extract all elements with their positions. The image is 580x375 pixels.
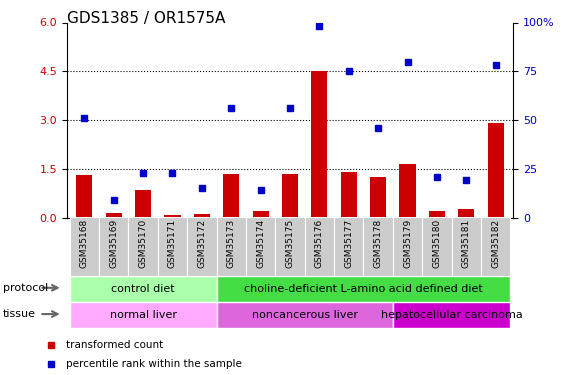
Text: GSM35176: GSM35176	[315, 219, 324, 268]
Bar	[99, 217, 128, 276]
Bar	[276, 217, 304, 276]
Text: GSM35172: GSM35172	[197, 219, 206, 268]
Bar	[304, 217, 334, 276]
Text: GSM35175: GSM35175	[285, 219, 295, 268]
Text: GSM35180: GSM35180	[433, 219, 441, 268]
Bar	[70, 302, 216, 328]
Text: GSM35178: GSM35178	[374, 219, 383, 268]
Bar	[164, 215, 180, 217]
Bar	[429, 211, 445, 217]
Bar	[393, 217, 422, 276]
Bar	[422, 217, 452, 276]
Bar	[216, 217, 246, 276]
Text: GSM35182: GSM35182	[491, 219, 500, 268]
Text: GSM35181: GSM35181	[462, 219, 471, 268]
Bar	[393, 302, 510, 328]
Bar	[364, 217, 393, 276]
Text: normal liver: normal liver	[110, 310, 176, 320]
Bar	[311, 71, 328, 217]
Bar	[216, 276, 510, 302]
Text: transformed count: transformed count	[66, 340, 164, 350]
Text: GSM35174: GSM35174	[256, 219, 265, 268]
Bar	[223, 174, 240, 217]
Bar	[340, 172, 357, 217]
Bar	[135, 190, 151, 217]
Bar	[246, 217, 276, 276]
Bar	[76, 175, 92, 217]
Text: GSM35168: GSM35168	[80, 219, 89, 268]
Text: choline-deficient L-amino acid defined diet: choline-deficient L-amino acid defined d…	[244, 284, 483, 294]
Bar	[70, 217, 99, 276]
Text: GSM35170: GSM35170	[139, 219, 147, 268]
Bar	[400, 164, 416, 218]
Bar	[458, 209, 474, 218]
Text: GDS1385 / OR1575A: GDS1385 / OR1575A	[67, 11, 225, 26]
Text: GSM35177: GSM35177	[345, 219, 353, 268]
Bar	[282, 174, 298, 217]
Text: GSM35169: GSM35169	[109, 219, 118, 268]
Bar	[488, 123, 504, 218]
Bar	[70, 276, 216, 302]
Bar	[370, 177, 386, 218]
Bar	[334, 217, 364, 276]
Text: percentile rank within the sample: percentile rank within the sample	[66, 359, 242, 369]
Bar	[194, 214, 210, 217]
Bar	[158, 217, 187, 276]
Text: tissue: tissue	[3, 309, 36, 319]
Bar	[252, 211, 269, 217]
Text: hepatocellular carcinoma: hepatocellular carcinoma	[380, 310, 523, 320]
Bar	[216, 302, 393, 328]
Bar	[128, 217, 158, 276]
Bar	[106, 213, 122, 217]
Text: control diet: control diet	[111, 284, 175, 294]
Text: noncancerous liver: noncancerous liver	[252, 310, 358, 320]
Text: protocol: protocol	[3, 283, 48, 293]
Text: GSM35173: GSM35173	[227, 219, 235, 268]
Bar	[452, 217, 481, 276]
Text: GSM35179: GSM35179	[403, 219, 412, 268]
Bar	[187, 217, 216, 276]
Text: GSM35171: GSM35171	[168, 219, 177, 268]
Bar	[481, 217, 510, 276]
